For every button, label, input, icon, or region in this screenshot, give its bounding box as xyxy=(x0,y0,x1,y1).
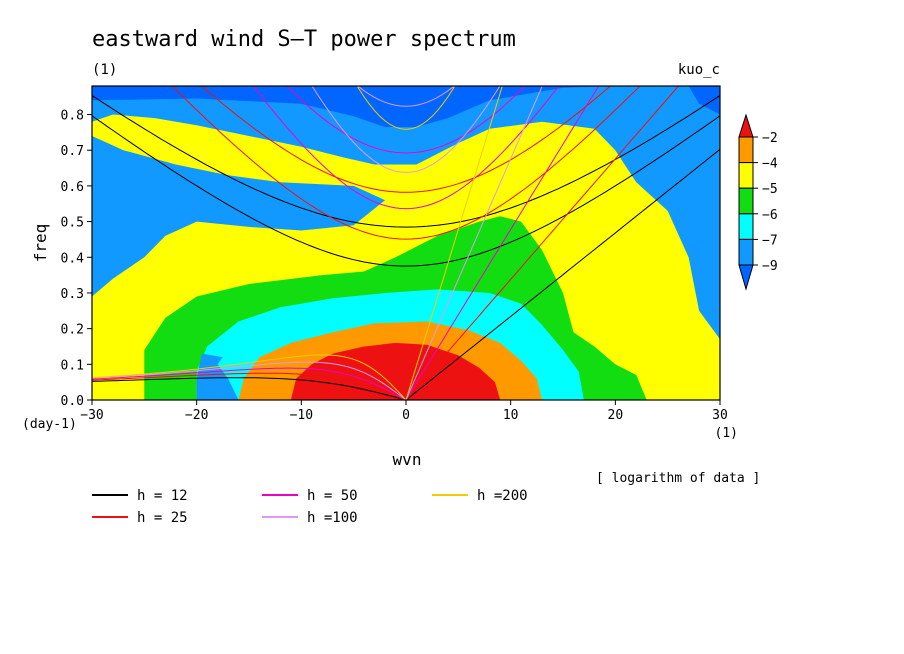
legend-label: h = 25 xyxy=(137,510,188,526)
x-tick-label: −10 xyxy=(290,408,313,423)
subtitle-right: kuo_c xyxy=(678,62,720,78)
colorbar-label: −9 xyxy=(762,259,778,274)
colorbar-swatch xyxy=(738,162,754,189)
colorbar-label: −2 xyxy=(762,131,778,146)
x-tick-label: −20 xyxy=(185,408,208,423)
colorbar-top-arrow xyxy=(738,113,754,138)
y-unit-label: (day-1) xyxy=(22,417,77,432)
y-tick-label: 0.4 xyxy=(61,251,85,266)
colorbar-bottom-arrow xyxy=(738,264,754,291)
legend: h = 12 h = 25 h = 50 h =100 h =200 xyxy=(92,488,528,526)
colorbar: −2 −4 −5 −6 −7 −9 xyxy=(738,113,778,291)
x-tick-label: 0 xyxy=(402,408,410,423)
y-tick-label: 0.1 xyxy=(61,358,84,373)
y-tick-label: 0.3 xyxy=(61,287,84,302)
y-tick-label: 0.8 xyxy=(61,109,84,124)
colorbar-swatch xyxy=(738,238,754,266)
legend-label: h =200 xyxy=(477,488,528,504)
y-tick-label: 0.7 xyxy=(61,144,84,159)
legend-label: h =100 xyxy=(307,510,358,526)
x-tick-label: 30 xyxy=(712,408,728,423)
legend-label: h = 50 xyxy=(307,488,358,504)
x-tick-label: −30 xyxy=(80,408,103,423)
x-tick-label: 20 xyxy=(608,408,624,423)
colorbar-swatch xyxy=(738,187,754,215)
colorbar-swatch xyxy=(738,213,754,240)
log-note: [ logarithm of data ] xyxy=(596,471,760,486)
colorbar-label: −7 xyxy=(762,233,778,248)
y-axis: 0.0 0.1 0.2 0.3 0.4 0.5 0.6 0.7 0.8 xyxy=(61,109,92,409)
y-tick-label: 0.6 xyxy=(61,180,84,195)
x-unit-label: (1) xyxy=(715,426,738,441)
chart-title: eastward wind S–T power spectrum xyxy=(92,27,516,52)
colorbar-swatch xyxy=(738,136,754,164)
colorbar-label: −4 xyxy=(762,157,778,172)
x-axis-label: wvn xyxy=(393,450,422,469)
x-axis: −30 −20 −10 0 10 20 30 xyxy=(80,400,728,423)
contour-fills xyxy=(92,86,720,400)
subtitle-left: (1) xyxy=(92,62,117,78)
colorbar-label: −6 xyxy=(762,208,778,223)
colorbar-label: −5 xyxy=(762,182,778,197)
y-tick-label: 0.0 xyxy=(61,394,84,409)
dispersion-curves xyxy=(92,86,720,400)
plot-area xyxy=(92,86,720,400)
y-axis-label: freq xyxy=(31,224,50,263)
y-tick-label: 0.2 xyxy=(61,323,84,338)
y-tick-label: 0.5 xyxy=(61,216,84,231)
x-tick-label: 10 xyxy=(503,408,519,423)
legend-label: h = 12 xyxy=(137,488,188,504)
